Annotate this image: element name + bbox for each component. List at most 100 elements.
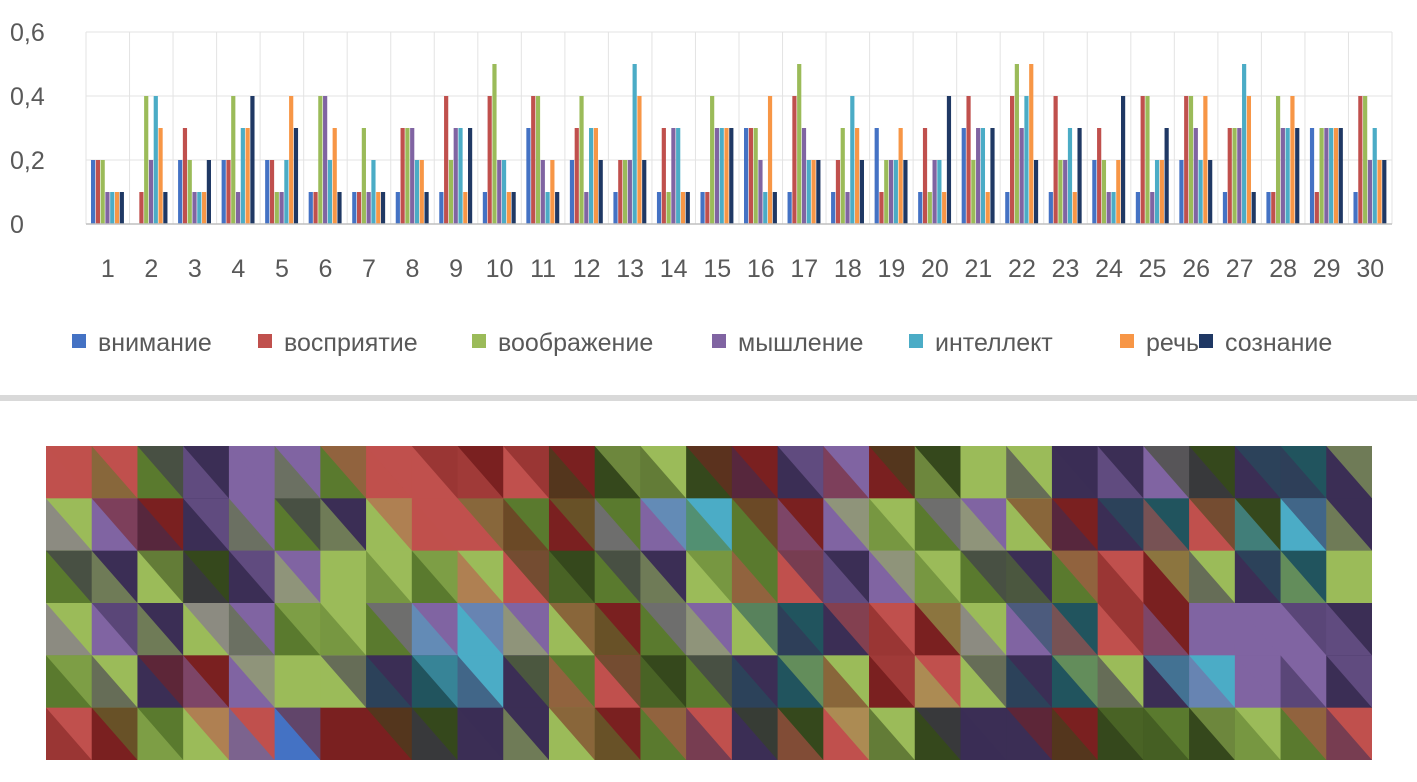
bar-внимание-15 bbox=[700, 192, 705, 224]
bar-речь-21 bbox=[985, 192, 990, 224]
bar-интеллект-4 bbox=[240, 128, 245, 224]
bar-восприятие-6 bbox=[313, 192, 318, 224]
mosaic-facet bbox=[1051, 498, 1098, 551]
bar-интеллект-30 bbox=[1372, 128, 1377, 224]
mosaic-facet bbox=[1143, 707, 1190, 760]
bar-восприятие-9 bbox=[444, 96, 449, 224]
bar-внимание-14 bbox=[656, 192, 662, 224]
bar-мышление-9 bbox=[453, 128, 458, 224]
bar-мышление-25 bbox=[1150, 192, 1155, 224]
mosaic-facet bbox=[1143, 550, 1190, 603]
bar-сознание-20 bbox=[946, 96, 952, 224]
x-tick-label: 10 bbox=[486, 255, 514, 283]
mosaic-facet bbox=[274, 550, 321, 603]
bar-внимание-18 bbox=[831, 192, 836, 224]
bar-мышление-12 bbox=[584, 192, 589, 224]
bar-сознание-7 bbox=[380, 192, 386, 224]
mosaic-facet bbox=[137, 603, 184, 656]
bar-речь-23 bbox=[1072, 192, 1077, 224]
x-tick-label: 17 bbox=[790, 255, 818, 283]
bar-внимание-16 bbox=[744, 128, 749, 224]
color-mosaic bbox=[46, 446, 1372, 760]
mosaic-facet bbox=[869, 655, 915, 708]
mosaic-facet bbox=[960, 498, 1007, 551]
x-tick-label: 3 bbox=[188, 255, 202, 283]
bar-мышление-18 bbox=[845, 192, 850, 224]
bar-восприятие-20 bbox=[922, 128, 928, 224]
bar-речь-2 bbox=[158, 128, 163, 224]
bar-мышление-15 bbox=[714, 128, 720, 224]
mosaic-facet bbox=[1051, 550, 1098, 603]
bar-внимание-24 bbox=[1092, 160, 1097, 224]
bar-восприятие-17 bbox=[792, 96, 797, 224]
x-axis-ticks: 1 2 3 4 5 6 7 8 9 10 11 12 13 14 15 16 17 18 19 20 21 22 23 24 2… bbox=[101, 255, 1384, 283]
bar-внимание-23 bbox=[1048, 192, 1053, 224]
mosaic-facet bbox=[1189, 707, 1235, 760]
bar-интеллект-17 bbox=[806, 160, 811, 224]
legend-item: интеллект bbox=[909, 329, 1053, 357]
x-tick-label: 12 bbox=[573, 255, 601, 283]
mosaic-facet bbox=[457, 550, 504, 603]
mosaic-facet bbox=[411, 446, 458, 499]
mosaic-facet bbox=[1097, 603, 1144, 656]
mosaic-facet bbox=[869, 498, 915, 551]
bar-внимание-17 bbox=[787, 192, 792, 224]
mosaic-facet bbox=[914, 498, 961, 551]
x-tick-label: 14 bbox=[660, 255, 688, 283]
mosaic-facet bbox=[686, 498, 732, 551]
mosaic-facet bbox=[777, 655, 824, 708]
x-tick-label: 13 bbox=[616, 255, 644, 283]
bar-интеллект-15 bbox=[719, 128, 724, 224]
mosaic-facet bbox=[137, 498, 184, 551]
mosaic-facet bbox=[960, 446, 1007, 499]
bar-мышление-5 bbox=[279, 192, 284, 224]
mosaic-facet bbox=[1143, 498, 1190, 551]
bar-мышление-8 bbox=[410, 128, 415, 224]
bar-интеллект-13 bbox=[632, 64, 637, 224]
mosaic-facet bbox=[914, 550, 961, 603]
bar-восприятие-29 bbox=[1314, 192, 1319, 224]
mosaic-facet bbox=[457, 707, 504, 760]
bar-интеллект-19 bbox=[893, 160, 898, 224]
bar-сознание-3 bbox=[206, 160, 211, 224]
mosaic-facet bbox=[960, 550, 1007, 603]
mosaic-facet bbox=[1143, 603, 1190, 656]
mosaic-facet bbox=[731, 707, 778, 760]
bar-мышление-17 bbox=[801, 128, 807, 224]
mosaic-facet bbox=[640, 446, 687, 499]
mosaic-facet bbox=[960, 655, 1007, 708]
x-tick-label: 30 bbox=[1356, 255, 1384, 283]
bar-интеллект-6 bbox=[327, 160, 333, 224]
bar-сознание-18 bbox=[859, 160, 864, 224]
mosaic-facet bbox=[686, 655, 732, 708]
mosaic-facet bbox=[1051, 707, 1098, 760]
bar-внимание-13 bbox=[613, 192, 618, 224]
mosaic-facet bbox=[1006, 603, 1052, 656]
bar-внимание-20 bbox=[918, 192, 923, 224]
x-tick-label: 6 bbox=[318, 255, 332, 283]
bar-речь-8 bbox=[419, 160, 424, 224]
bar-речь-4 bbox=[245, 128, 250, 224]
mosaic-facet bbox=[823, 446, 870, 499]
mosaic-facet bbox=[91, 498, 138, 551]
bar-сознание-5 bbox=[293, 128, 299, 224]
mosaic-facet bbox=[1189, 603, 1235, 656]
legend-item: воображение bbox=[472, 329, 653, 357]
bar-речь-1 bbox=[114, 192, 120, 224]
bar-сознание-29 bbox=[1338, 128, 1343, 224]
bar-мышление-24 bbox=[1106, 192, 1111, 224]
legend-swatch bbox=[712, 334, 726, 348]
bar-внимание-3 bbox=[178, 160, 183, 224]
x-tick-label: 16 bbox=[747, 255, 775, 283]
bar-воображение-15 bbox=[710, 96, 715, 224]
bar-восприятие-15 bbox=[705, 192, 710, 224]
bar-интеллект-1 bbox=[110, 192, 115, 224]
x-tick-label: 24 bbox=[1095, 255, 1123, 283]
mosaic-facet bbox=[46, 446, 92, 499]
mosaic-facet bbox=[46, 655, 92, 708]
bar-мышление-21 bbox=[976, 128, 981, 224]
mosaic-facet bbox=[411, 498, 458, 551]
bar-сознание-14 bbox=[685, 192, 690, 224]
bar-внимание-28 bbox=[1266, 192, 1271, 224]
bar-мышление-26 bbox=[1193, 128, 1198, 224]
